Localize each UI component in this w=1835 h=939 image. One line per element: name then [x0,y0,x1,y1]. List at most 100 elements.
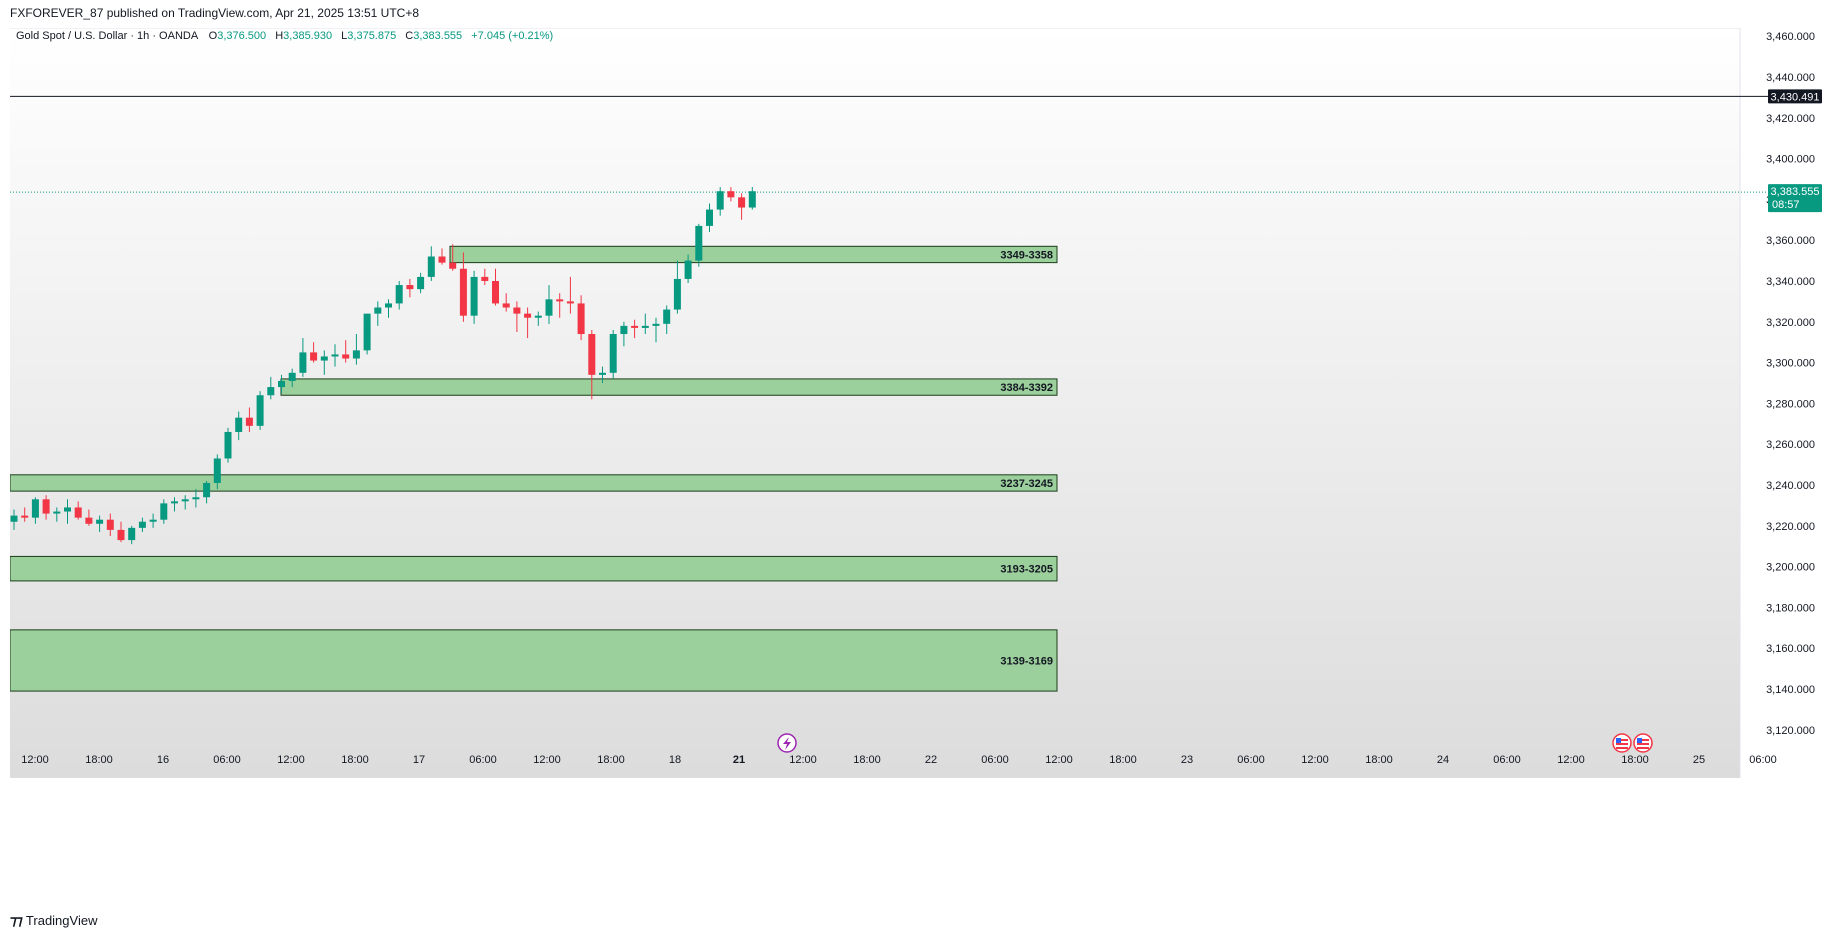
candle-body [256,395,264,426]
us-flag-event-icon-2[interactable] [1633,733,1653,753]
candle-body [245,417,253,426]
candle-body [545,299,553,316]
candle-body [288,372,296,381]
y-tick-label: 3,220.000 [1766,521,1815,533]
candle-body [149,519,157,522]
x-tick-label: 12:00 [1557,754,1585,766]
zone-rect[interactable] [280,378,1058,396]
candle-body [235,417,243,432]
candle-body [641,325,649,328]
y-tick-label: 3,300.000 [1766,358,1815,370]
x-tick-label: 18:00 [85,754,113,766]
candle-body [138,521,146,528]
candle-body [299,352,307,373]
candle-body [599,372,606,375]
candle-body [117,529,125,541]
x-tick-label: 12:00 [21,754,49,766]
legend-change: +7.045 (+0.21%) [471,30,553,42]
candle-body [352,350,360,359]
x-tick-label: 12:00 [277,754,305,766]
zone-label: 3237-3245 [1000,478,1053,490]
tradingview-logo-icon: ⁊⁊ [10,912,23,928]
x-tick-label: 24 [1437,754,1449,766]
x-tick-label: 12:00 [533,754,561,766]
candle-body [502,303,510,308]
candle-body [181,499,189,502]
candle-body [449,262,457,269]
candle-body [513,307,521,314]
x-tick-label: 12:00 [1301,754,1329,766]
legend-low-value: 3,375.875 [347,30,396,42]
candle-body [128,527,136,541]
candle-body [310,352,318,361]
zones-layer: 3349-3358 3384-3392 3237-3245 3193-3205 3139… [9,245,1058,692]
x-tick-label: 22 [925,754,937,766]
zone-rect[interactable] [449,245,1058,264]
candle-body [716,191,724,210]
current-price-tag: 3,383.555 08:57 [1768,184,1822,213]
candle-body [213,458,221,483]
svg-text:08:57: 08:57 [1772,199,1800,211]
x-tick-label: 06:00 [213,754,241,766]
candle-body [481,276,489,281]
candle-body [706,209,713,226]
us-flag-event-icon[interactable] [1612,733,1632,753]
candle-body [695,225,703,261]
x-tick-label: 18:00 [1621,754,1649,766]
zone-rect[interactable] [9,555,1058,582]
legend-close-value: 3,383.555 [413,30,462,42]
x-tick-label: 21 [733,754,745,766]
candle-body [64,507,71,512]
y-tick-label: 3,440.000 [1766,72,1815,84]
x-tick-label: 23 [1181,754,1193,766]
candle-body [331,354,339,357]
candle-body [684,260,692,279]
time-axis[interactable]: 12:00 18:00 16 06:00 12:00 18:00 17 06:00 12:00 1… [21,754,1777,766]
candle-body [395,285,403,304]
zone-label: 3384-3392 [1000,382,1053,394]
candle-body [438,256,446,263]
y-tick-label: 3,400.000 [1766,154,1815,166]
price-chart[interactable]: 3349-3358 3384-3392 3237-3245 3193-3205 3139… [9,27,1825,908]
candle-body [192,497,200,500]
candle-body [342,354,350,359]
legend-low-label: L [341,30,347,42]
candle-body [42,499,50,514]
candle-body [278,380,285,388]
candle-body [31,499,39,518]
x-tick-label: 06:00 [1493,754,1521,766]
publisher-line: FXFOREVER_87 published on TradingView.co… [10,6,420,20]
candle-body [652,323,660,326]
y-tick-label: 3,260.000 [1766,439,1815,451]
zone-label: 3139-3169 [1000,655,1053,667]
svg-text:3,430.491: 3,430.491 [1771,91,1820,103]
y-tick-label: 3,460.000 [1766,31,1815,43]
x-tick-label: 12:00 [789,754,817,766]
zone-label: 3349-3358 [1000,249,1053,261]
x-tick-label: 06:00 [1749,754,1777,766]
legend-high-value: 3,385.930 [283,30,332,42]
legend-high-label: H [275,30,283,42]
candle-body [363,313,371,351]
candle-body [417,276,425,290]
candles-layer [10,187,756,545]
x-tick-label: 18:00 [1365,754,1393,766]
horizontal-line-layer [10,95,1768,193]
candle-body [727,191,735,198]
zone-rect[interactable] [9,629,1058,692]
chart-frame[interactable]: 3349-3358 3384-3392 3237-3245 3193-3205 3139… [9,27,1825,908]
y-tick-label: 3,200.000 [1766,562,1815,574]
zone-rect[interactable] [9,474,1058,492]
candle-body [534,315,542,318]
candle-body [171,501,178,504]
price-axis[interactable]: 3,460.0003,440.0003,420.0003,400.0003,38… [1766,31,1815,737]
candle-body [224,431,232,459]
candle-body [406,285,414,290]
candle-body [203,482,211,498]
candle-body [748,191,756,208]
x-tick-label: 12:00 [1045,754,1073,766]
candle-body [374,307,382,314]
candle-body [609,334,617,373]
lightning-event-icon[interactable] [777,733,797,753]
legend-symbol: Gold Spot / U.S. Dollar · 1h · OANDA [16,30,199,42]
